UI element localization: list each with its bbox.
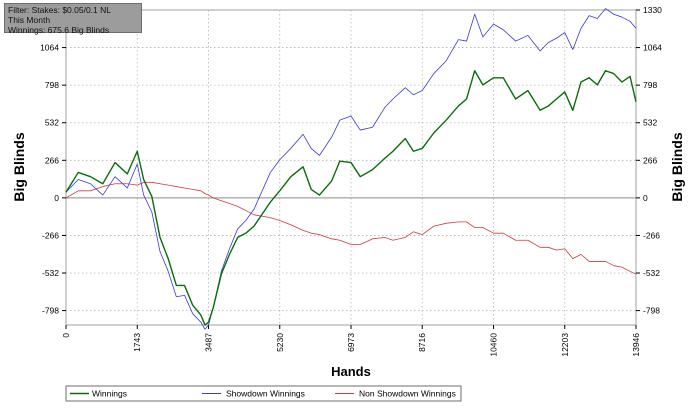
y-tick-label-left: -798 bbox=[42, 306, 59, 316]
y-tick-label-left: 266 bbox=[45, 155, 59, 165]
legend-showdown-label: Showdown Winnings bbox=[226, 389, 305, 399]
x-tick-label: 10460 bbox=[489, 333, 499, 357]
grid-lines bbox=[66, 10, 636, 325]
y-tick-label-left: -532 bbox=[42, 268, 59, 278]
x-tick-label: 6973 bbox=[346, 333, 356, 352]
x-tick-label: 3487 bbox=[204, 333, 214, 352]
legend-non-showdown-label: Non Showdown Winnings bbox=[359, 389, 456, 399]
y-tick-label-right: 266 bbox=[643, 155, 657, 165]
series-line-showdown bbox=[65, 8, 637, 330]
y-tick-label-right: -798 bbox=[643, 306, 660, 316]
y-tick-label-right: 1330 bbox=[643, 5, 662, 15]
x-tick-label: 8716 bbox=[417, 333, 427, 352]
x-tick-label: 5230 bbox=[275, 333, 285, 352]
legend-winnings-label: Winnings bbox=[92, 389, 127, 399]
x-tick-label: 12203 bbox=[560, 333, 570, 357]
y-axis-right-title: Big Blinds bbox=[669, 132, 685, 201]
series-line-non-showdown bbox=[65, 181, 637, 275]
y-tick-label-left: -266 bbox=[42, 230, 59, 240]
legend-box bbox=[65, 385, 462, 402]
legend: Winnings Showdown Winnings Non Showdown … bbox=[65, 385, 462, 402]
y-axis-left-title: Big Blinds bbox=[11, 132, 27, 201]
filter-period-text: This Month bbox=[8, 15, 51, 25]
x-tick-label: 0 bbox=[61, 333, 71, 338]
y-tick-label-right: 532 bbox=[643, 118, 657, 128]
x-axis-title: Hands bbox=[331, 364, 371, 379]
y-tick-label-left: 798 bbox=[45, 80, 59, 90]
x-axis-ticks: 0 1743 3487 5230 6973 8716 10460 12203 13946 bbox=[61, 325, 641, 357]
winnings-summary-text: Winnings: 675.6 Big Blinds bbox=[8, 25, 110, 35]
series-lines bbox=[65, 8, 637, 330]
y-tick-label-right: 1064 bbox=[643, 43, 662, 53]
y-axis-left-ticks: -798 -532 -266 0 266 532 798 1064 bbox=[40, 43, 66, 316]
y-tick-label-right: -532 bbox=[643, 268, 660, 278]
x-tick-label: 13946 bbox=[631, 333, 641, 357]
filter-info-box: Filter: Stakes: $0.05/0.1 NL This Month … bbox=[4, 3, 142, 35]
y-tick-label-right: -266 bbox=[643, 230, 660, 240]
filter-stakes-text: Filter: Stakes: $0.05/0.1 NL bbox=[8, 5, 111, 15]
y-tick-label-left: 532 bbox=[45, 118, 59, 128]
y-tick-label-left: 0 bbox=[54, 193, 59, 203]
y-tick-label-right: 798 bbox=[643, 80, 657, 90]
y-tick-label-left: 1064 bbox=[40, 43, 59, 53]
x-tick-label: 1743 bbox=[132, 333, 142, 352]
y-axis-right-ticks: -798 -532 -266 0 266 532 798 1064 1330 bbox=[636, 5, 662, 316]
y-tick-label-right: 0 bbox=[643, 193, 648, 203]
series-line-winnings bbox=[65, 70, 637, 326]
